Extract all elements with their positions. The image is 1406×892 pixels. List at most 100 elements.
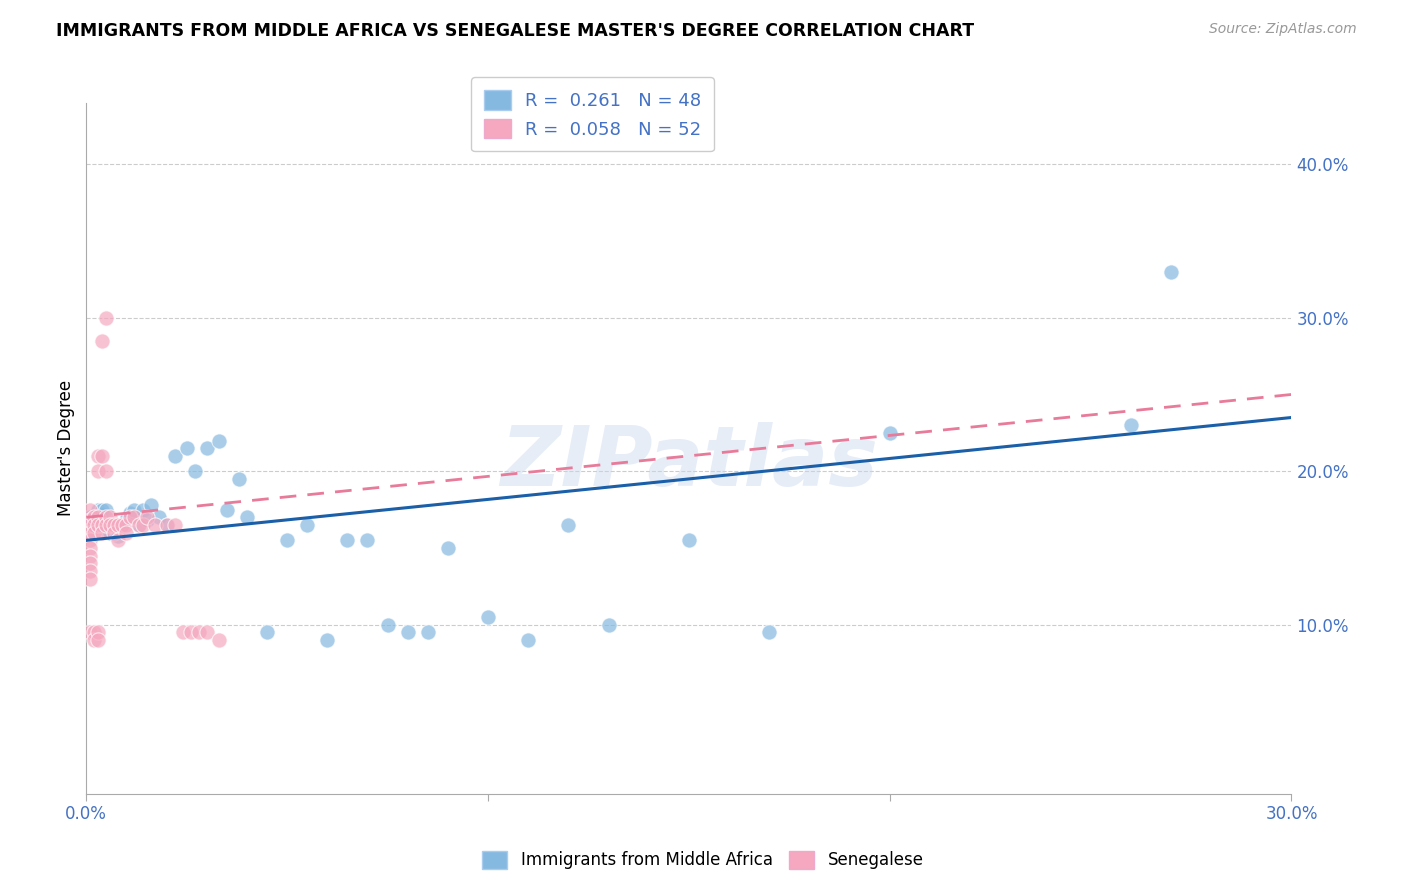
Point [148,510,170,524]
Point [236,510,259,524]
Point [1160,265,1182,279]
Point [396,625,419,640]
Point [83,518,105,533]
Point [83,525,105,540]
Point [517,633,540,648]
Point [143,518,166,533]
Point [83,633,105,648]
Point [79,541,101,555]
Point [228,472,250,486]
Point [91,334,114,348]
Point [87,633,110,648]
Point [120,506,142,520]
Point [91,449,114,463]
Point [128,518,150,533]
Y-axis label: Master's Degree: Master's Degree [58,380,75,516]
Point [96,464,118,478]
Point [124,510,146,524]
Point [598,617,620,632]
Point [163,518,186,533]
Point [256,625,278,640]
Point [184,464,207,478]
Point [477,610,499,624]
Point [100,518,122,533]
Point [79,572,101,586]
Point [87,510,110,524]
Point [96,510,118,524]
Point [111,518,134,533]
Point [91,525,114,540]
Point [79,564,101,578]
Point [135,513,157,527]
Point [83,518,105,533]
Point [208,633,231,648]
Point [678,533,700,548]
Point [79,625,101,640]
Point [416,625,439,640]
Point [131,518,153,533]
Point [139,498,162,512]
Point [356,533,378,548]
Point [131,502,153,516]
Point [87,513,110,527]
Point [87,625,110,640]
Point [103,525,125,540]
Point [87,518,110,533]
Point [297,518,319,533]
Point [91,518,114,533]
Point [107,518,129,533]
Text: IMMIGRANTS FROM MIDDLE AFRICA VS SENEGALESE MASTER'S DEGREE CORRELATION CHART: IMMIGRANTS FROM MIDDLE AFRICA VS SENEGAL… [56,22,974,40]
Point [187,625,209,640]
Text: Source: ZipAtlas.com: Source: ZipAtlas.com [1209,22,1357,37]
Point [107,533,129,548]
Point [87,464,110,478]
Point [195,625,218,640]
Point [128,518,150,533]
Point [120,510,142,524]
Point [79,502,101,516]
Point [172,625,194,640]
Point [91,502,114,516]
Point [163,449,186,463]
Point [79,518,101,533]
Point [79,513,101,527]
Point [180,625,202,640]
Point [96,502,118,516]
Point [83,510,105,524]
Point [557,518,579,533]
Point [1119,418,1142,433]
Point [96,523,118,537]
Point [879,425,901,440]
Point [111,518,134,533]
Point [156,518,179,533]
Point [377,617,399,632]
Point [437,541,460,555]
Point [336,533,359,548]
Point [103,518,125,533]
Point [79,510,101,524]
Point [176,441,198,455]
Point [115,513,138,527]
Point [79,533,101,548]
Point [96,518,118,533]
Point [316,633,339,648]
Point [79,557,101,571]
Point [96,310,118,325]
Point [758,625,780,640]
Text: ZIPatlas: ZIPatlas [501,422,877,502]
Point [276,533,298,548]
Point [195,441,218,455]
Point [208,434,231,448]
Point [100,525,122,540]
Point [156,518,179,533]
Legend: Immigrants from Middle Africa, Senegalese: Immigrants from Middle Africa, Senegales… [472,840,934,880]
Legend: R =  0.261   N = 48, R =  0.058   N = 52: R = 0.261 N = 48, R = 0.058 N = 52 [471,78,714,152]
Point [107,529,129,543]
Point [115,525,138,540]
Point [215,502,238,516]
Point [115,518,138,533]
Point [124,502,146,516]
Point [79,525,101,540]
Point [87,449,110,463]
Point [79,549,101,563]
